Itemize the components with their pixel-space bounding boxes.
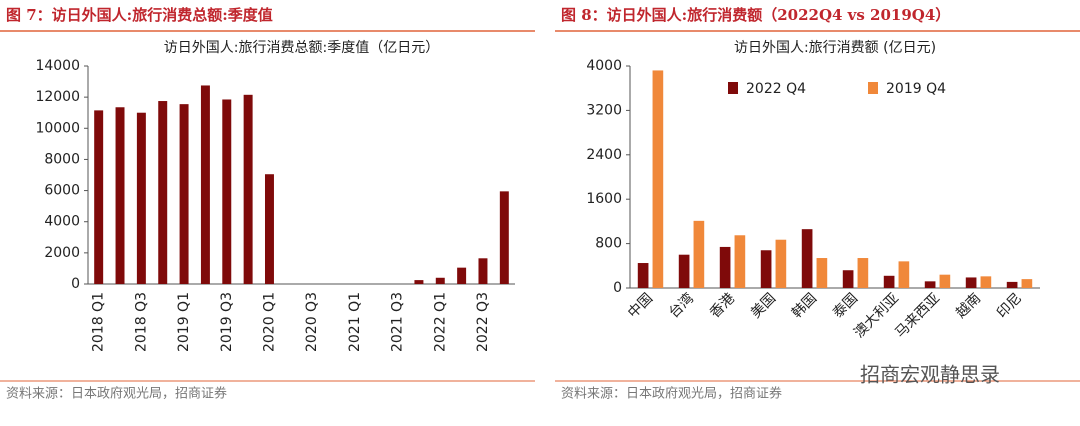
x-tick-label: 2020 Q1 bbox=[261, 292, 277, 352]
y-tick-label: 800 bbox=[595, 236, 622, 252]
bar bbox=[857, 258, 869, 288]
x-tick-label: 2021 Q1 bbox=[347, 292, 363, 352]
x-tick-label: 2021 Q3 bbox=[390, 292, 406, 352]
y-tick-label: 3200 bbox=[586, 102, 622, 118]
bar bbox=[883, 275, 895, 288]
bar bbox=[652, 70, 664, 288]
bar bbox=[200, 85, 210, 284]
bar bbox=[980, 276, 992, 288]
bar bbox=[158, 101, 168, 285]
legend-label: 2022 Q4 bbox=[746, 81, 806, 97]
source: 资料来源：日本政府观光局，招商证券 bbox=[6, 386, 227, 402]
bar bbox=[94, 110, 104, 284]
y-tick-label: 1600 bbox=[586, 191, 622, 207]
bar bbox=[435, 277, 445, 284]
x-tick-label: 2019 Q1 bbox=[176, 292, 192, 352]
bar bbox=[414, 280, 424, 284]
x-tick-label: 泰国 bbox=[830, 290, 861, 321]
y-tick-label: 4000 bbox=[44, 214, 80, 230]
x-tick-label: 澳大利亚 bbox=[851, 290, 902, 341]
legend-swatch bbox=[868, 82, 878, 94]
figure-caption: 图 8：访日外国人:旅行消费额（2022Q4 vs 2019Q4） bbox=[561, 6, 950, 24]
x-tick-label: 印尼 bbox=[994, 290, 1025, 321]
x-tick-label: 美国 bbox=[748, 290, 779, 321]
bar bbox=[478, 258, 488, 284]
x-tick-label: 2019 Q3 bbox=[219, 292, 235, 352]
y-tick-label: 2400 bbox=[586, 147, 622, 163]
bar bbox=[678, 254, 690, 288]
bar bbox=[816, 258, 828, 288]
y-tick-label: 2000 bbox=[44, 245, 80, 261]
y-tick-label: 10000 bbox=[35, 120, 80, 136]
x-tick-label: 2018 Q1 bbox=[91, 292, 107, 352]
x-tick-label: 2022 Q1 bbox=[432, 292, 448, 352]
bar bbox=[243, 94, 253, 284]
bar bbox=[719, 246, 731, 288]
x-tick-label: 韩国 bbox=[789, 290, 820, 321]
x-tick-label: 香港 bbox=[707, 290, 738, 321]
bar bbox=[637, 263, 649, 288]
bar bbox=[939, 274, 951, 288]
x-tick-label: 2020 Q3 bbox=[304, 292, 320, 352]
chart-title: 访日外国人:旅行消费总额:季度值（亿日元） bbox=[164, 40, 439, 56]
bar bbox=[924, 281, 936, 288]
bar bbox=[801, 229, 813, 288]
x-tick-label: 马来西亚 bbox=[892, 290, 943, 341]
bar bbox=[136, 112, 146, 284]
figure-caption: 图 7：访日外国人:旅行消费总额:季度值 bbox=[6, 6, 273, 24]
bar bbox=[264, 174, 274, 284]
bar bbox=[760, 250, 772, 288]
bar bbox=[734, 235, 746, 288]
bar bbox=[693, 220, 705, 288]
bar bbox=[499, 191, 509, 284]
bar bbox=[222, 99, 232, 284]
x-tick-label: 2022 Q3 bbox=[475, 292, 491, 352]
x-tick-label: 中国 bbox=[625, 290, 656, 321]
y-tick-label: 14000 bbox=[35, 58, 80, 74]
chart-title: 访日外国人:旅行消费额 (亿日元) bbox=[734, 40, 936, 56]
x-tick-label: 越南 bbox=[953, 290, 984, 321]
bar bbox=[965, 277, 977, 288]
bar bbox=[1021, 279, 1033, 288]
bar bbox=[457, 267, 467, 284]
bar bbox=[115, 107, 125, 284]
bar bbox=[775, 239, 787, 288]
y-tick-label: 0 bbox=[613, 280, 622, 296]
y-tick-label: 8000 bbox=[44, 151, 80, 167]
x-tick-label: 2018 Q3 bbox=[133, 292, 149, 352]
x-tick-label: 台湾 bbox=[665, 290, 697, 322]
bar bbox=[1006, 281, 1018, 288]
bar bbox=[179, 104, 189, 285]
bar bbox=[842, 270, 854, 288]
legend-swatch bbox=[728, 82, 738, 94]
y-tick-label: 4000 bbox=[586, 58, 622, 74]
y-tick-label: 12000 bbox=[35, 89, 80, 105]
legend-label: 2019 Q4 bbox=[886, 81, 946, 97]
y-tick-label: 6000 bbox=[44, 183, 80, 199]
watermark: 招商宏观静思录 bbox=[860, 363, 1000, 387]
source: 资料来源：日本政府观光局，招商证券 bbox=[561, 386, 782, 402]
y-tick-label: 0 bbox=[71, 276, 80, 292]
bar bbox=[898, 261, 910, 288]
